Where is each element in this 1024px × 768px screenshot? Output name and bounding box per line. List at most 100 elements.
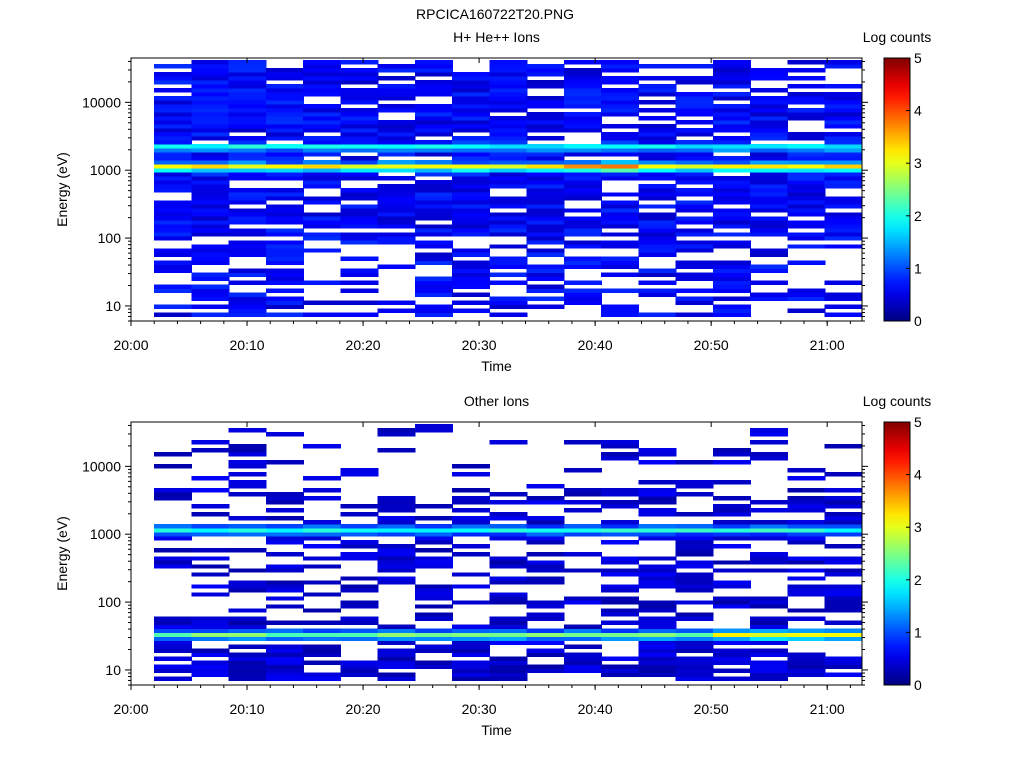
heatmap-cell [154, 216, 192, 221]
heatmap-cell [377, 212, 416, 217]
heatmap-cell [228, 524, 267, 529]
heatmap-cell [154, 532, 192, 537]
heatmap-cell [526, 252, 565, 257]
heatmap-cell [638, 496, 677, 501]
heatmap-cell [266, 192, 304, 197]
heatmap-cell [638, 220, 677, 225]
heatmap-cell [750, 192, 788, 197]
heatmap-cell [638, 100, 677, 105]
heatmap-cell [526, 612, 565, 617]
heatmap-cell [191, 116, 230, 121]
heatmap-cell [787, 184, 826, 189]
heatmap-cell [750, 296, 788, 301]
heatmap-cell [787, 308, 826, 313]
heatmap-cell [675, 528, 714, 533]
heatmap-cell [452, 488, 490, 493]
heatmap-cell [713, 304, 751, 309]
heatmap-cell [824, 156, 863, 161]
heatmap-cell [601, 308, 639, 313]
heatmap-cell [266, 228, 304, 233]
heatmap-cell [154, 524, 192, 529]
heatmap-cell [377, 528, 416, 533]
heatmap-cell [415, 532, 453, 537]
heatmap-cell [564, 596, 602, 601]
heatmap-cell [787, 528, 826, 533]
heatmap-cell [266, 620, 304, 625]
heatmap-cell [266, 508, 304, 513]
heatmap-cell [154, 288, 192, 293]
heatmap-cell [191, 72, 230, 77]
heatmap-cell [452, 112, 490, 117]
heatmap-cell [266, 108, 304, 113]
heatmap-cell [303, 648, 341, 653]
heatmap-cell [303, 496, 341, 501]
heatmap-cell [452, 524, 490, 529]
heatmap-cell [266, 112, 304, 117]
heatmap-cell [415, 160, 453, 165]
heatmap-cell [191, 564, 230, 569]
heatmap-cell [266, 660, 304, 665]
heatmap-cell [638, 536, 677, 541]
heatmap-cell [601, 272, 639, 277]
x-tick-label: 20:00 [113, 701, 148, 717]
heatmap-cell [564, 144, 602, 149]
heatmap-cell [824, 152, 863, 157]
heatmap-cell [750, 568, 788, 573]
heatmap-cell [750, 248, 788, 253]
heatmap-cell [601, 76, 639, 81]
heatmap-cell [191, 204, 230, 209]
heatmap-cell [675, 148, 714, 153]
heatmap-cell [564, 176, 602, 181]
heatmap-cell [638, 288, 677, 293]
heatmap-cell [824, 104, 863, 109]
heatmap-cell [154, 64, 192, 69]
heatmap-cell [489, 216, 528, 221]
heatmap-cell [489, 500, 528, 505]
heatmap-cell [415, 524, 453, 529]
heatmap-cell [303, 644, 341, 649]
heatmap-cell [675, 540, 714, 545]
heatmap-cell [787, 632, 826, 637]
heatmap-cell [340, 604, 379, 609]
heatmap-cell [228, 528, 267, 533]
heatmap-cell [266, 492, 304, 497]
heatmap-cell [638, 648, 677, 653]
heatmap-cell [713, 628, 751, 633]
heatmap-cell [638, 564, 677, 569]
heatmap-cell [638, 644, 677, 649]
heatmap-cell [787, 504, 826, 509]
heatmap-cell [452, 572, 490, 577]
heatmap-cell [526, 188, 565, 193]
heatmap-cell [638, 508, 677, 513]
heatmap-cell [638, 116, 677, 121]
heatmap-cell [675, 64, 714, 69]
heatmap-cell [340, 72, 379, 77]
heatmap-cell [750, 596, 788, 601]
x-tick-label: 21:00 [810, 337, 845, 353]
heatmap-cell [191, 228, 230, 233]
heatmap-cell [377, 664, 416, 669]
heatmap-cell [228, 656, 267, 661]
heatmap-cell [377, 496, 416, 501]
heatmap-cell [377, 524, 416, 529]
heatmap-cell [489, 592, 528, 597]
heatmap-cell [303, 196, 341, 201]
heatmap-cell [340, 532, 379, 537]
heatmap-cell [377, 216, 416, 221]
heatmap-cell [340, 164, 379, 169]
heatmap-cell [303, 672, 341, 677]
heatmap-cell [415, 292, 453, 297]
heatmap-cell [340, 128, 379, 133]
heatmap-cell [303, 628, 341, 633]
heatmap-cell [601, 164, 639, 169]
heatmap-cell [526, 68, 565, 73]
heatmap-cell [564, 196, 602, 201]
heatmap-cell [750, 132, 788, 137]
heatmap-cell [787, 532, 826, 537]
heatmap-cell [601, 568, 639, 573]
heatmap-cell [154, 648, 192, 653]
heatmap-cell [266, 568, 304, 573]
heatmap-cell [191, 244, 230, 249]
heatmap-cell [377, 204, 416, 209]
heatmap-cell [824, 184, 863, 189]
